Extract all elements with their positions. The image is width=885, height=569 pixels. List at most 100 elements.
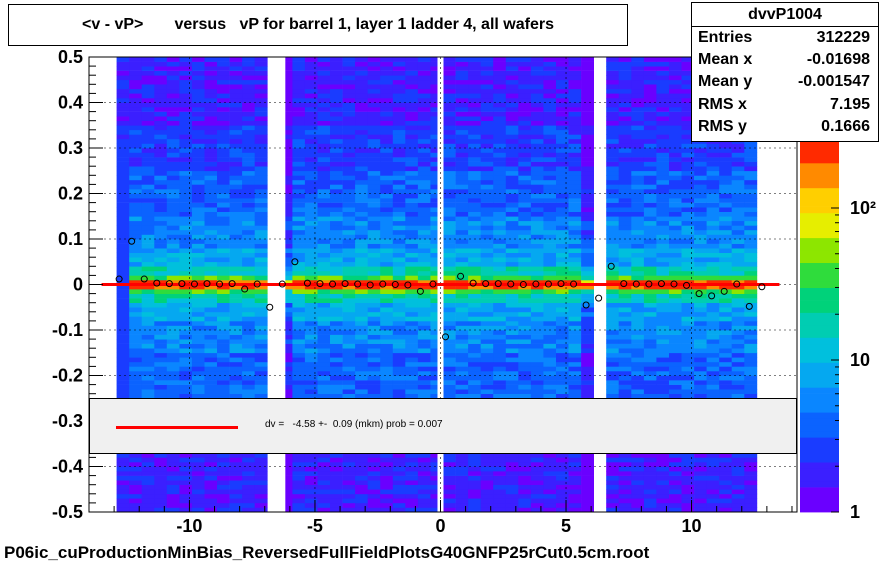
heatmap-cell (279, 138, 293, 144)
heatmap-cell (468, 57, 481, 62)
heatmap-cell (417, 248, 431, 253)
heatmap-cell (342, 248, 356, 253)
heatmap-cell (279, 234, 293, 240)
heatmap-cell (493, 234, 507, 240)
heatmap-cell (292, 507, 306, 513)
heatmap-cell (706, 389, 720, 394)
heatmap-cell (141, 316, 155, 322)
heatmap-cell (154, 393, 168, 399)
heatmap-cell (631, 257, 645, 263)
heatmap-cell (229, 102, 243, 108)
heatmap-cell (568, 380, 582, 385)
heatmap-cell (543, 316, 557, 322)
heatmap-cell (166, 370, 180, 376)
heatmap-cell (744, 261, 758, 267)
heatmap-cell (179, 330, 193, 335)
heatmap-cell (443, 457, 456, 463)
heatmap-cell (254, 475, 268, 481)
heatmap-cell (129, 489, 143, 495)
heatmap-cell (204, 493, 218, 499)
heatmap-cell (606, 457, 620, 463)
heatmap-cell (430, 229, 444, 235)
heatmap-cell (530, 370, 544, 376)
heatmap-cell (129, 243, 143, 249)
heatmap-cell (719, 175, 733, 181)
heatmap-cell (229, 75, 243, 81)
heatmap-cell (694, 475, 707, 481)
heatmap-cell (279, 498, 293, 504)
heatmap-cell (229, 266, 243, 272)
heatmap-cell (191, 211, 205, 217)
heatmap-cell (242, 507, 255, 513)
heatmap-cell (279, 261, 293, 267)
heatmap-cell (744, 179, 758, 185)
heatmap-cell (179, 102, 193, 108)
heatmap-cell (530, 311, 544, 317)
heatmap-cell (480, 148, 494, 153)
heatmap-cell (556, 307, 569, 313)
heatmap-cell (669, 352, 682, 358)
heatmap-cell (141, 457, 155, 463)
heatmap-cell (694, 316, 707, 322)
heatmap-cell (518, 207, 532, 212)
color-scale-cell (800, 331, 839, 338)
heatmap-cell (129, 248, 143, 253)
heatmap-cell (530, 152, 544, 158)
heatmap-cell (681, 202, 695, 208)
heatmap-cell (330, 461, 343, 467)
heatmap-cell (719, 184, 733, 190)
heatmap-cell (242, 157, 255, 162)
heatmap-cell (204, 61, 218, 67)
heatmap-cell (141, 380, 155, 385)
heatmap-cell (292, 471, 306, 476)
heatmap-cell (116, 148, 130, 153)
color-scale-cell (800, 250, 839, 257)
heatmap-cell (166, 366, 180, 372)
heatmap-cell (643, 502, 657, 508)
heatmap-cell (330, 75, 343, 81)
heatmap-cell (191, 293, 205, 299)
heatmap-cell (292, 266, 306, 272)
heatmap-cell (443, 261, 456, 267)
heatmap-cell (581, 220, 594, 226)
heatmap-cell (443, 129, 456, 135)
heatmap-cell (392, 370, 406, 376)
heatmap-cell (518, 93, 532, 99)
heatmap-cell (317, 311, 331, 317)
heatmap-cell (556, 370, 569, 376)
heatmap-cell (129, 107, 143, 112)
heatmap-cell (631, 61, 645, 67)
heatmap-cell (154, 480, 168, 485)
heatmap-cell (631, 507, 645, 513)
heatmap-cell (468, 107, 481, 112)
heatmap-cell (493, 70, 507, 76)
heatmap-cell (556, 239, 569, 244)
heatmap-cell (468, 457, 481, 463)
heatmap-cell (191, 252, 205, 258)
heatmap-cell (518, 325, 532, 331)
heatmap-cell (154, 61, 168, 67)
heatmap-cell (417, 111, 431, 117)
heatmap-cell (179, 275, 193, 281)
heatmap-cell (568, 102, 582, 108)
heatmap-cell (656, 293, 670, 299)
heatmap-cell (706, 270, 720, 276)
heatmap-cell (380, 188, 394, 194)
heatmap-cell (681, 484, 695, 490)
heatmap-cell (317, 493, 331, 499)
heatmap-cell (191, 366, 205, 372)
heatmap-cell (330, 138, 343, 144)
heatmap-cell (367, 507, 381, 513)
heatmap-cell (304, 70, 318, 76)
heatmap-cell (631, 193, 645, 199)
heatmap-cell (254, 498, 268, 504)
heatmap-cell (367, 334, 381, 340)
heatmap-cell (141, 129, 155, 135)
heatmap-cell (367, 266, 381, 272)
heatmap-cell (505, 361, 519, 367)
heatmap-cell (719, 348, 733, 354)
heatmap-cell (669, 343, 682, 349)
heatmap-cell (279, 75, 293, 81)
heatmap-cell (367, 320, 381, 326)
heatmap-cell (217, 493, 230, 499)
